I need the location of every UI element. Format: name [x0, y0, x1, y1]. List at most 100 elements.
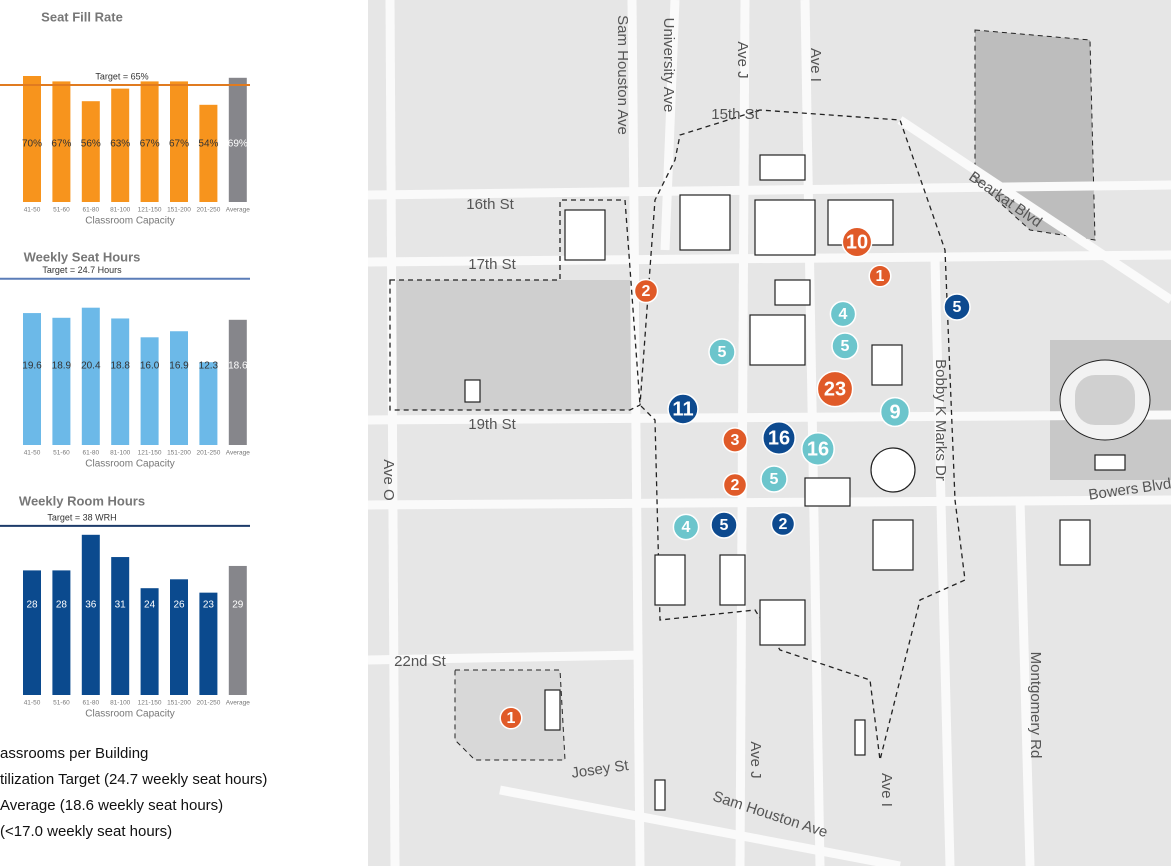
bar	[111, 88, 130, 202]
value-label: 29	[232, 600, 244, 611]
legend-entry: Average (18.6 weekly seat hours)	[0, 797, 223, 814]
bar	[228, 77, 247, 202]
marker-label: 16	[768, 427, 790, 449]
value-label: 69%	[228, 139, 248, 150]
building-marker	[760, 465, 788, 493]
value-label: 31	[115, 600, 127, 611]
marker-label: 4	[682, 519, 691, 536]
street-label: Ave J	[747, 741, 764, 778]
street-label: 17th St	[468, 256, 516, 273]
value-label: 24	[144, 600, 156, 611]
building-marker	[943, 293, 971, 321]
marker-label: 16	[807, 438, 829, 460]
marker-label: 5	[720, 517, 729, 534]
campus-boundary	[389, 109, 966, 761]
building-marker	[667, 393, 699, 425]
value-label: 28	[26, 600, 38, 611]
street-label: 19th St	[468, 416, 516, 433]
legend-entry: (<17.0 weekly seat hours)	[0, 823, 172, 840]
marker-label: 2	[642, 283, 651, 300]
marker-label: 5	[953, 299, 962, 316]
value-label: 16.9	[169, 361, 189, 372]
x-tick-label: 81-100	[110, 450, 131, 457]
bar	[199, 362, 218, 445]
chart-title: Weekly Seat Hours	[24, 249, 141, 264]
marker-label: 23	[824, 378, 846, 400]
building-marker	[722, 427, 748, 453]
chart-title: Weekly Room Hours	[19, 493, 145, 508]
bar	[140, 588, 159, 695]
building-marker	[801, 432, 835, 466]
marker-label: 3	[731, 432, 740, 449]
building-marker	[633, 278, 659, 304]
x-tick-label: Average	[226, 700, 250, 707]
bar	[170, 331, 188, 445]
street-label: 15th St	[711, 106, 759, 123]
value-label: 18.9	[52, 361, 72, 372]
buildings	[464, 154, 1126, 811]
target-label: Target = 24.7 Hours	[42, 265, 122, 275]
target-label: Target = 65%	[95, 71, 148, 81]
value-label: 26	[173, 600, 185, 611]
bar	[170, 579, 188, 695]
street-label: Montgomery Rd	[1027, 652, 1044, 759]
bar	[140, 81, 159, 202]
bar	[52, 81, 71, 202]
marker-label: 11	[672, 398, 693, 420]
value-label: 16.0	[140, 361, 160, 372]
value-label: 67%	[169, 139, 189, 150]
x-tick-label: 41-50	[24, 207, 41, 214]
marker-label: 1	[507, 710, 516, 727]
value-label: 19.6	[22, 361, 42, 372]
building-marker	[762, 421, 796, 455]
value-label: 70%	[22, 139, 42, 150]
bar	[170, 81, 188, 202]
street-label: Ave O	[380, 459, 397, 500]
street-label: University Ave	[660, 18, 677, 113]
building-marker	[841, 226, 873, 258]
x-tick-label: 51-60	[53, 450, 70, 457]
value-label: 20.4	[81, 361, 101, 372]
bar	[140, 337, 159, 445]
street-label: Ave I	[807, 48, 824, 82]
x-tick-label: 151-200	[167, 207, 191, 214]
legend-entry: assrooms per Building	[0, 745, 148, 762]
x-tick-label: Average	[226, 450, 250, 457]
stadium-field	[1075, 375, 1135, 425]
street-label: Sam Houston Ave	[614, 15, 631, 135]
value-label: 67%	[51, 139, 71, 150]
x-tick-label: 121-150	[138, 207, 162, 214]
x-tick-label: Average	[226, 207, 250, 214]
marker-label: 1	[876, 268, 885, 285]
bar	[111, 318, 130, 445]
street-label: Ave J	[734, 41, 751, 78]
x-tick-label: 61-80	[82, 207, 99, 214]
bar	[81, 307, 100, 445]
building-marker	[816, 370, 854, 408]
marker-label: 4	[839, 306, 848, 323]
marker-label: 5	[841, 338, 850, 355]
x-axis-label: Classroom Capacity	[85, 709, 174, 720]
bar	[81, 534, 100, 695]
value-label: 18.8	[110, 361, 130, 372]
value-label: 67%	[140, 139, 160, 150]
building-marker	[710, 511, 738, 539]
value-label: 36	[85, 600, 97, 611]
x-tick-label: 81-100	[110, 700, 131, 707]
bar	[52, 570, 71, 695]
x-axis-label: Classroom Capacity	[85, 459, 174, 470]
x-tick-label: 151-200	[167, 450, 191, 457]
building-marker	[708, 338, 736, 366]
value-label: 28	[56, 600, 68, 611]
x-tick-label: 201-250	[196, 207, 220, 214]
x-tick-label: 51-60	[53, 207, 70, 214]
bar	[228, 565, 247, 695]
x-tick-label: 41-50	[24, 700, 41, 707]
bar	[199, 592, 218, 695]
marker-label: 5	[718, 344, 727, 361]
marker-label: 2	[779, 516, 788, 533]
park-area	[395, 280, 640, 410]
bar	[23, 570, 41, 695]
legend-entry: tilization Target (24.7 weekly seat hour…	[0, 771, 267, 788]
